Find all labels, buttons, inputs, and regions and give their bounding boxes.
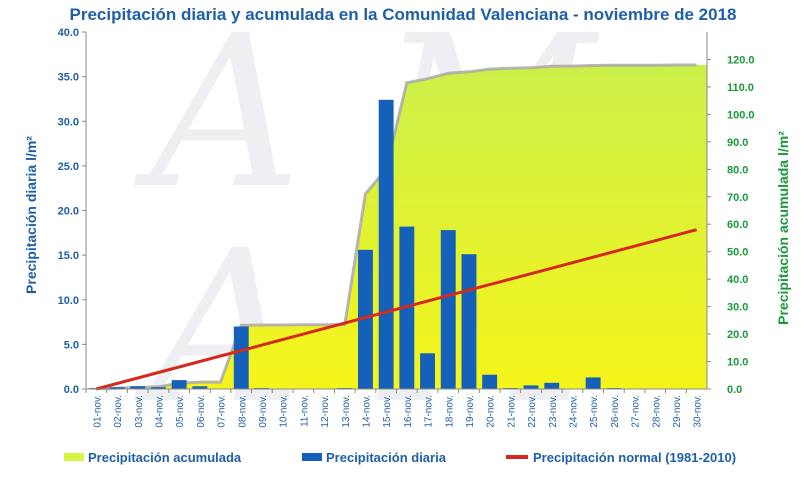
x-tick-label: 02-nov. bbox=[113, 395, 124, 428]
chart-title: Precipitación diaria y acumulada en la C… bbox=[69, 5, 736, 24]
bar-08-nov bbox=[233, 326, 249, 389]
y-right-tick-label: 10.0 bbox=[727, 357, 748, 369]
bar-14-nov bbox=[358, 249, 373, 389]
legend-swatch-daily bbox=[302, 453, 322, 461]
x-tick-label: 26-nov. bbox=[610, 395, 621, 428]
y-right-tick-label: 20.0 bbox=[727, 329, 748, 341]
axes-layer: 0.0 5.0 10.0 15.0 20.0 25.0 30.0 35.0 40.0 0.0 10.… bbox=[58, 27, 755, 428]
legend-swatch-accumulated bbox=[64, 453, 84, 461]
x-tick-label: 11-nov. bbox=[299, 395, 310, 427]
x-tick-label: 21-nov. bbox=[506, 395, 517, 428]
x-tick-label: 29-nov. bbox=[672, 395, 683, 428]
x-tick-label: 19-nov. bbox=[465, 395, 476, 428]
x-tick-label: 05-nov. bbox=[175, 395, 186, 428]
x-tick-label: 08-nov. bbox=[237, 395, 248, 428]
x-tick-label: 20-nov. bbox=[486, 395, 497, 428]
legend-label-accumulated: Precipitación acumulada bbox=[88, 450, 242, 465]
y-right-tick-label: 0.0 bbox=[727, 384, 742, 396]
bar-18-nov bbox=[440, 230, 456, 389]
y-axis-right-label: Precipitación acumulada l/m² bbox=[775, 131, 791, 325]
x-tick-label: 06-nov. bbox=[196, 395, 207, 428]
x-tick-label: 27-nov. bbox=[631, 395, 642, 428]
bar-04-nov bbox=[151, 387, 166, 389]
bar-02-nov bbox=[109, 387, 125, 389]
x-tick-label: 14-nov. bbox=[361, 395, 372, 428]
x-tick-label: 18-nov. bbox=[444, 395, 455, 428]
bar-20-nov bbox=[482, 374, 498, 389]
bar-15-nov bbox=[378, 99, 394, 390]
y-right-tick-label: 50.0 bbox=[727, 247, 748, 259]
accumulated-area-outline bbox=[96, 63, 697, 391]
x-tick-label: 16-nov. bbox=[403, 395, 414, 428]
x-tick-label: 30-nov. bbox=[693, 395, 704, 428]
y-axis-left-label: Precipitación diaria l/m² bbox=[23, 136, 39, 294]
y-right-tick-label: 110.0 bbox=[727, 82, 754, 94]
y-right-tick-label: 90.0 bbox=[727, 137, 748, 149]
bar-23-nov bbox=[544, 382, 560, 389]
legend-label-normal: Precipitación normal (1981-2010) bbox=[533, 450, 736, 465]
y-left-tick-label: 40.0 bbox=[58, 27, 79, 39]
y-right-tick-label: 40.0 bbox=[727, 274, 748, 286]
bar-17-nov bbox=[420, 353, 435, 389]
y-left-tick-label: 0.0 bbox=[64, 384, 79, 396]
y-left-tick-label: 15.0 bbox=[58, 250, 79, 262]
y-right-tick-label: 70.0 bbox=[727, 192, 748, 204]
y-left-tick-label: 35.0 bbox=[58, 72, 79, 84]
x-tick-label: 03-nov. bbox=[134, 395, 145, 428]
bar-06-nov bbox=[192, 386, 208, 389]
x-tick-label: 01-nov. bbox=[92, 395, 103, 428]
y-right-tick-label: 60.0 bbox=[727, 219, 748, 231]
y-left-tick-label: 30.0 bbox=[58, 116, 79, 128]
x-tick-label: 25-nov. bbox=[589, 395, 600, 428]
x-tick-label: 04-nov. bbox=[154, 395, 165, 428]
bar-05-nov bbox=[171, 380, 187, 389]
x-tick-label: 22-nov. bbox=[527, 395, 538, 428]
legend: Precipitación acumulada Precipitación di… bbox=[64, 450, 736, 465]
x-tick-label: 15-nov. bbox=[382, 395, 393, 428]
normal-line bbox=[95, 228, 697, 391]
x-tick-label: 28-nov. bbox=[651, 395, 662, 428]
accumulated-area-layer bbox=[86, 63, 707, 391]
x-tick-label: 07-nov. bbox=[217, 395, 228, 428]
y-left-tick-label: 25.0 bbox=[58, 161, 79, 173]
bar-19-nov bbox=[461, 254, 477, 389]
x-tick-label: 09-nov. bbox=[258, 395, 269, 428]
y-right-tick-label: 80.0 bbox=[727, 164, 748, 176]
y-left-tick-label: 10.0 bbox=[58, 295, 79, 307]
legend-label-daily: Precipitación diaria bbox=[326, 450, 447, 465]
x-tick-label: 17-nov. bbox=[424, 395, 435, 428]
x-tick-label: 24-nov. bbox=[569, 395, 580, 428]
y-right-tick-label: 30.0 bbox=[727, 302, 748, 314]
bar-25-nov bbox=[585, 377, 601, 389]
y-right-tick-label: 100.0 bbox=[727, 109, 755, 121]
bar-22-nov bbox=[523, 385, 539, 389]
x-tick-label: 23-nov. bbox=[548, 395, 559, 428]
y-left-tick-label: 20.0 bbox=[58, 206, 79, 218]
x-tick-label: 13-nov. bbox=[341, 395, 352, 428]
y-left-tick-label: 5.0 bbox=[64, 339, 79, 351]
x-tick-label: 10-nov. bbox=[279, 395, 290, 428]
bar-03-nov bbox=[130, 386, 146, 389]
accumulated-area bbox=[86, 65, 707, 389]
y-right-tick-label: 120.0 bbox=[727, 54, 755, 66]
svg-text:A: A bbox=[134, 0, 302, 235]
normal-line-layer bbox=[95, 228, 697, 391]
x-tick-label: 12-nov. bbox=[320, 395, 331, 428]
